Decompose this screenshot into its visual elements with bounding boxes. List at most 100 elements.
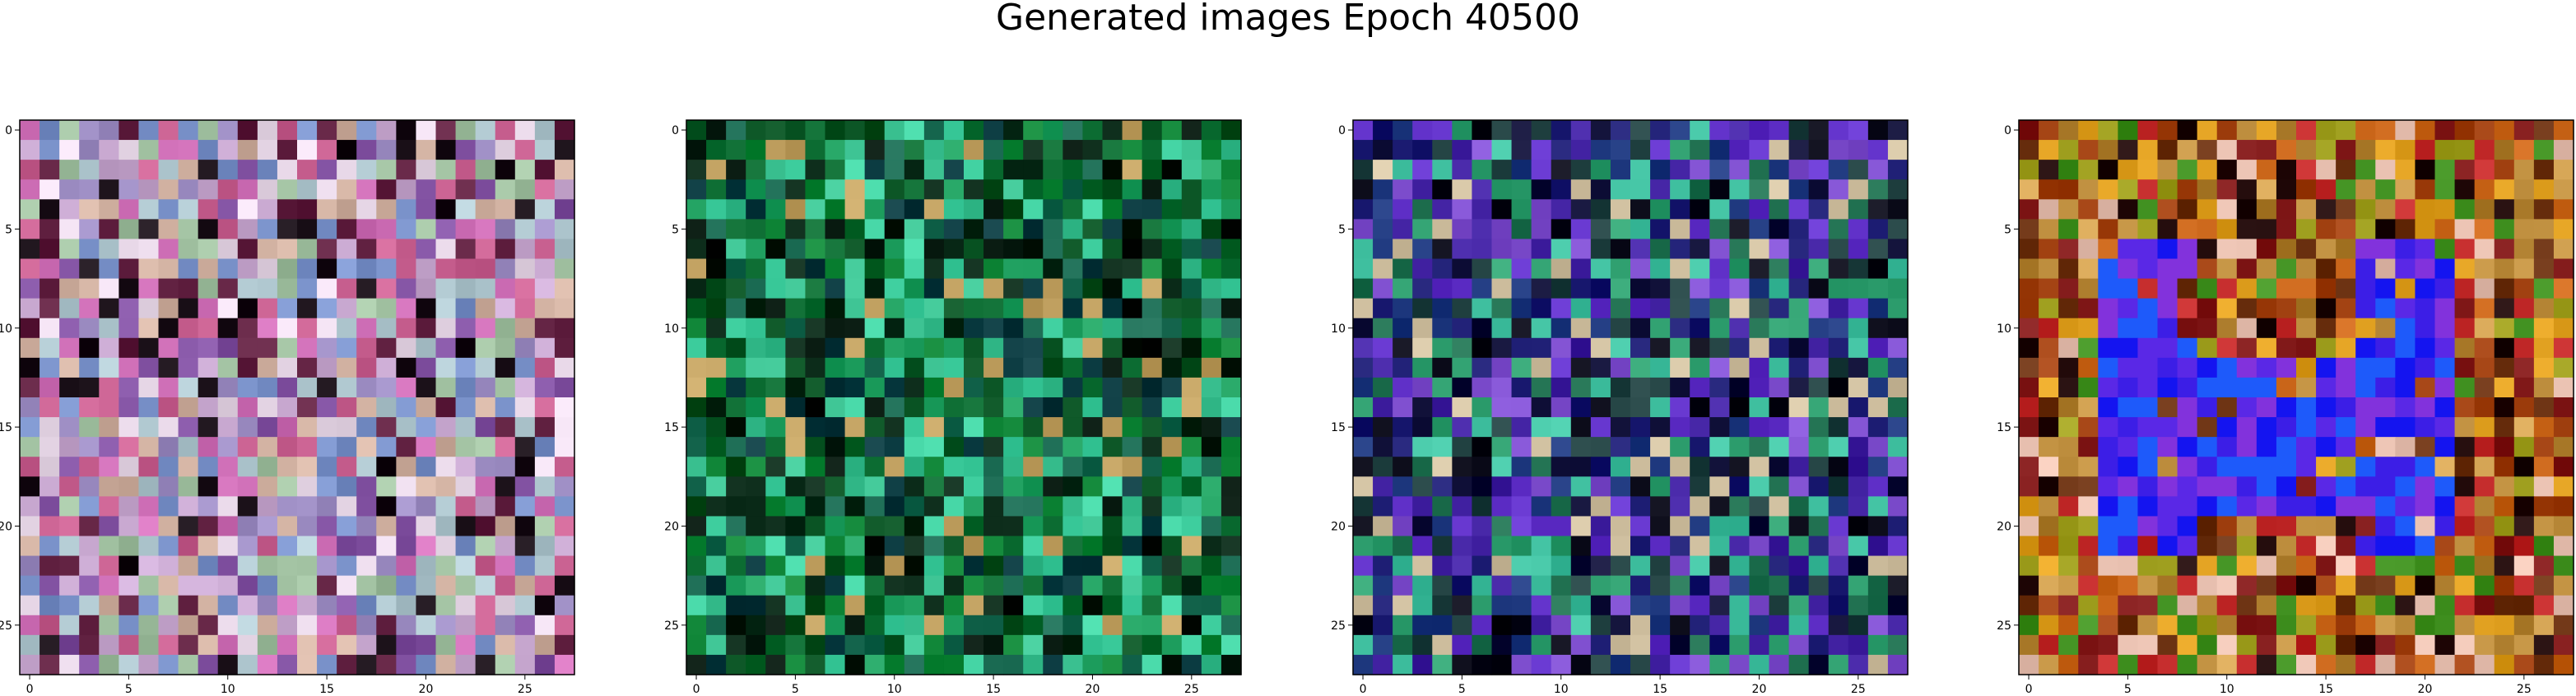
pixel-cell <box>1690 337 1710 359</box>
pixel-cell <box>1472 437 1493 457</box>
pixel-cell <box>1670 476 1690 497</box>
pixel-cell <box>2316 397 2337 418</box>
pixel-cell <box>376 575 397 596</box>
pixel-cell <box>396 179 417 200</box>
pixel-cell <box>923 337 945 359</box>
pixel-cell <box>1142 357 1163 378</box>
pixel-cell <box>2553 140 2574 160</box>
pixel-cell <box>178 417 199 438</box>
pixel-cell <box>2494 437 2515 457</box>
y-tick-label: 0 <box>1338 124 1346 137</box>
pixel-cell <box>706 160 727 180</box>
pixel-cell <box>2434 199 2456 220</box>
pixel-cell <box>1828 318 1849 339</box>
pixel-cell <box>198 457 219 477</box>
pixel-cell <box>1511 536 1532 557</box>
pixel-cell <box>1709 634 1730 656</box>
pixel-cell <box>1690 457 1710 477</box>
pixel-cell <box>1749 457 1770 477</box>
pixel-cell <box>79 476 100 497</box>
pixel-cell <box>198 615 219 636</box>
pixel-cell <box>923 397 945 418</box>
pixel-cell <box>964 397 984 418</box>
pixel-cell <box>1531 298 1552 319</box>
pixel-cell <box>20 476 40 497</box>
pixel-cell <box>1221 634 1242 656</box>
pixel-cell <box>2434 239 2456 260</box>
pixel-cell <box>1432 318 1453 339</box>
pixel-cell <box>435 179 457 200</box>
pixel-cell <box>40 120 60 141</box>
pixel-cell <box>746 575 766 596</box>
x-tick-label: 20 <box>1086 683 1100 696</box>
pixel-cell <box>1043 120 1063 141</box>
pixel-cell <box>257 357 278 378</box>
pixel-cell <box>1848 575 1869 596</box>
pixel-cell <box>2553 278 2574 299</box>
pixel-cell <box>79 654 100 675</box>
pixel-cell <box>416 615 437 636</box>
pixel-cell <box>2336 437 2356 457</box>
pixel-cell <box>1023 516 1044 537</box>
pixel-cell <box>2078 278 2099 299</box>
pixel-cell <box>1201 377 1222 398</box>
pixel-cell <box>119 377 140 398</box>
pixel-cell <box>2474 555 2495 577</box>
pixel-cell <box>356 160 377 180</box>
pixel-cell <box>1452 337 1473 359</box>
pixel-cell <box>79 337 100 359</box>
pixel-cell <box>2039 160 2059 180</box>
pixel-cell <box>884 457 905 477</box>
pixel-cell <box>217 437 239 457</box>
pixel-cell <box>943 536 965 557</box>
pixel-cell <box>2236 219 2257 240</box>
pixel-cell <box>923 516 945 537</box>
pixel-cell <box>514 160 536 180</box>
pixel-cell <box>217 140 239 160</box>
pixel-cell <box>1062 397 1084 418</box>
pixel-cell <box>2177 555 2198 577</box>
pixel-cell <box>2533 575 2555 596</box>
pixel-cell <box>1867 298 1889 319</box>
pixel-cell <box>2355 318 2376 339</box>
pixel-cell <box>864 654 886 675</box>
pixel-cell <box>257 654 278 675</box>
pixel-cell <box>765 437 786 457</box>
pixel-cell <box>1043 437 1063 457</box>
pixel-cell <box>2019 496 2039 517</box>
pixel-cell <box>1511 160 1532 180</box>
pixel-cell <box>1412 634 1433 656</box>
pixel-cell <box>983 457 1004 477</box>
pixel-cell <box>1848 377 1869 398</box>
pixel-cell <box>1062 357 1084 378</box>
pixel-cell <box>686 575 707 596</box>
pixel-cell <box>1353 634 1374 656</box>
pixel-cell <box>805 595 826 616</box>
pixel-cell <box>2098 140 2118 160</box>
pixel-cell <box>904 654 925 675</box>
pixel-cell <box>1590 140 1611 160</box>
pixel-cell <box>138 179 160 200</box>
pixel-cell <box>2494 278 2515 299</box>
pixel-cell <box>2276 496 2297 517</box>
pixel-cell <box>99 377 119 398</box>
pixel-cell <box>2296 258 2317 280</box>
x-tick-label: 15 <box>2318 683 2333 696</box>
pixel-cell <box>904 575 925 596</box>
pixel-cell <box>983 337 1004 359</box>
pixel-cell <box>1122 318 1143 339</box>
pixel-cell <box>884 516 905 537</box>
pixel-cell <box>2276 377 2297 398</box>
pixel-cell <box>686 476 707 497</box>
pixel-cell <box>59 298 80 319</box>
pixel-cell <box>495 437 516 457</box>
pixel-cell <box>2019 278 2039 299</box>
pixel-cell <box>2019 199 2039 220</box>
pixel-cell <box>983 239 1004 260</box>
pixel-cell <box>554 199 575 220</box>
pixel-cell <box>317 417 337 438</box>
pixel-cell <box>686 337 707 359</box>
pixel-cell <box>416 496 437 517</box>
pixel-cell <box>1221 536 1242 557</box>
pixel-cell <box>884 120 905 141</box>
